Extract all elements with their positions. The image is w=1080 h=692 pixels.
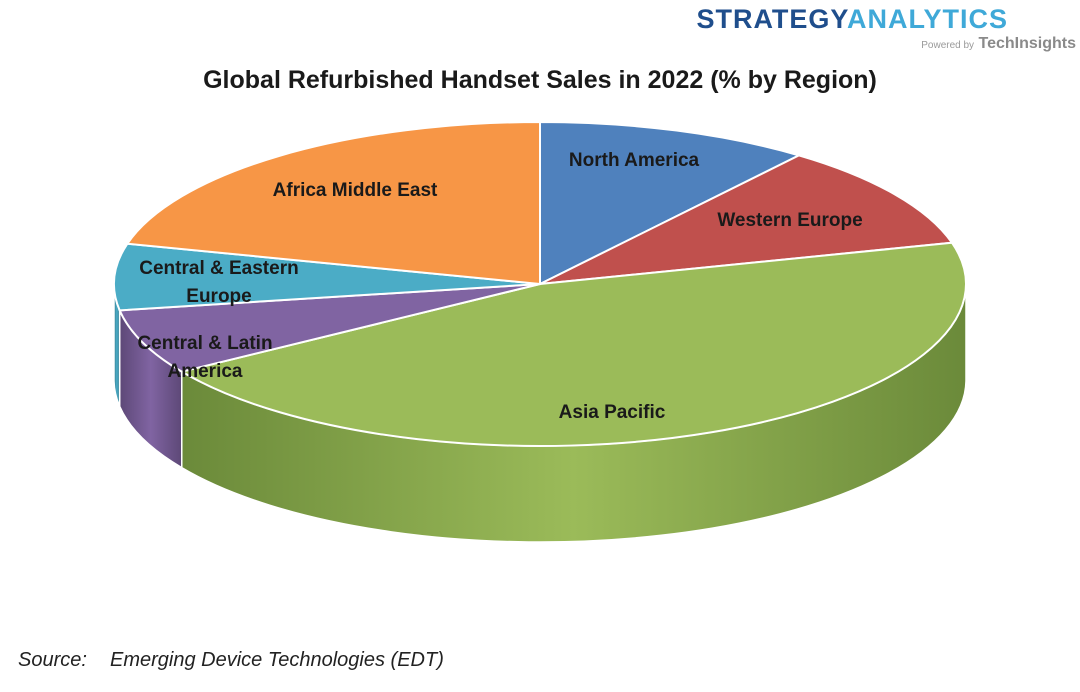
- slice-label-5: Africa Middle East: [273, 180, 438, 201]
- pie-slices: [113, 120, 967, 447]
- company-name: TechInsights: [978, 35, 1077, 52]
- powered-by-text: Powered by: [921, 40, 975, 51]
- brand-name-part1: STRATEGY: [696, 4, 847, 34]
- pie-sides: [113, 283, 967, 543]
- pie-slice-1: [539, 154, 954, 285]
- pie-slice-5: [125, 120, 541, 286]
- pie-slice-4: [113, 242, 541, 312]
- chart-title: Global Refurbished Handset Sales in 2022…: [203, 66, 877, 94]
- slice-label-1: Western Europe: [717, 210, 862, 231]
- source-label: Source:: [18, 649, 87, 671]
- pie-slice-2: [179, 241, 967, 447]
- brand-powered-by: Powered by TechInsights: [696, 35, 1076, 53]
- brand-name-part2: ANALYTICS: [846, 4, 1008, 34]
- pie-slice-3: [118, 283, 541, 373]
- source-text: Emerging Device Technologies (EDT): [110, 649, 444, 671]
- pie-labels: North America Western Europe Asia Pacific C…: [137, 150, 862, 423]
- slice-label-3: Central & Latin America: [137, 333, 272, 382]
- pie-slice-0: [539, 120, 802, 286]
- slice-label-4: Central & Eastern Europe: [139, 258, 298, 307]
- source-line: Source: Emerging Device Technologies (EDT…: [18, 649, 444, 672]
- brand-logo: STRATEGYANALYTICS Powered by TechInsight…: [696, 4, 1076, 53]
- brand-name: STRATEGYANALYTICS: [696, 4, 1008, 34]
- slice-label-0: North America: [569, 150, 700, 171]
- slice-label-2: Asia Pacific: [559, 402, 666, 423]
